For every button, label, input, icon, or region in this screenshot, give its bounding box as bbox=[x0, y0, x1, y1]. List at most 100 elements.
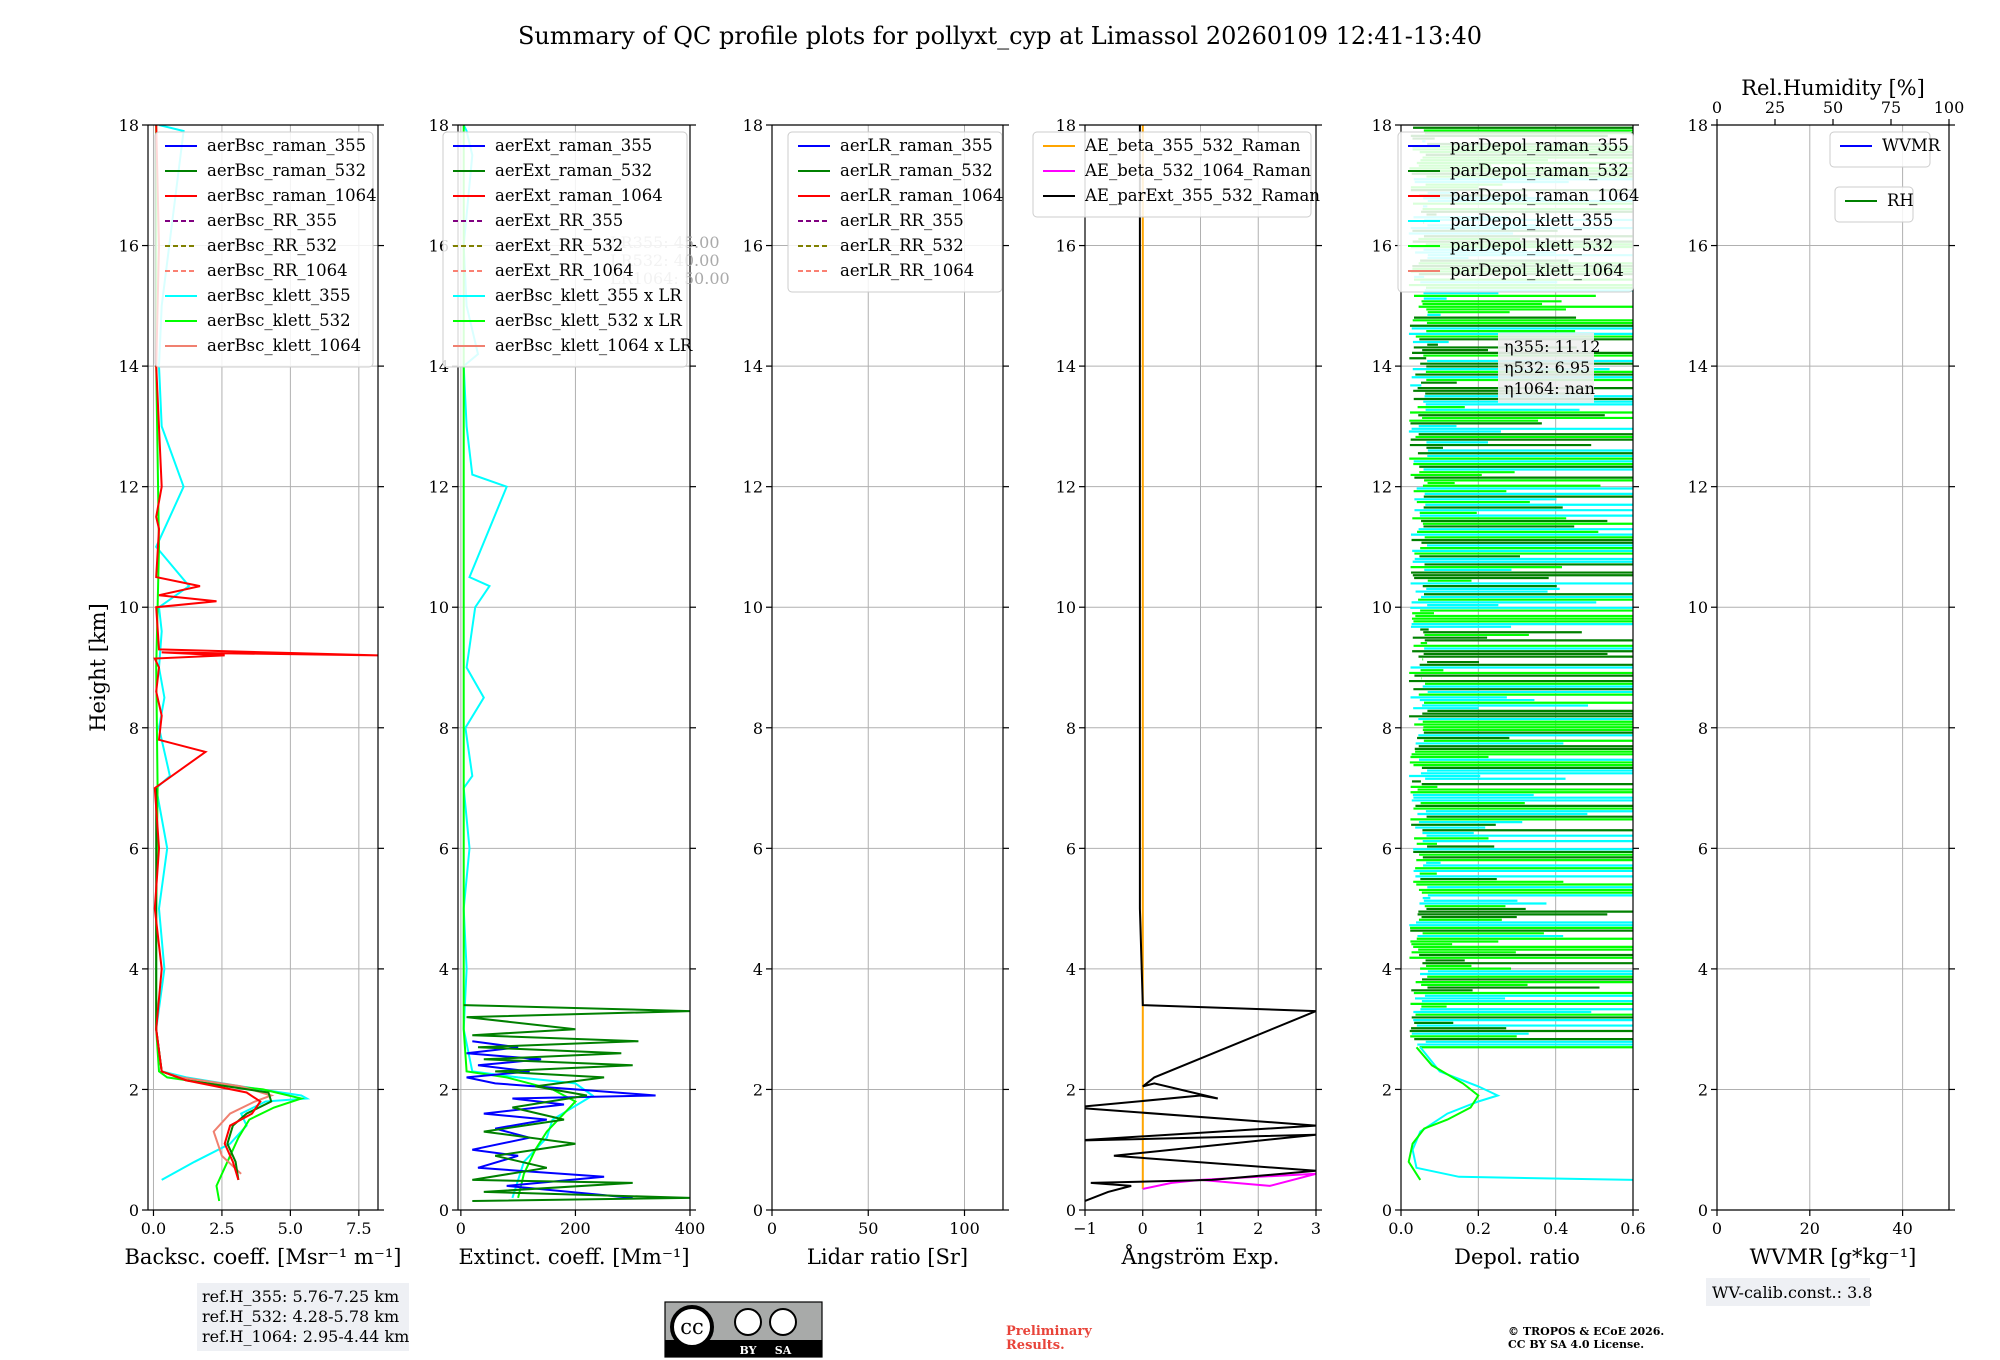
copyright-label: © TROPOS & ECoE 2026. bbox=[1508, 1325, 1664, 1338]
series-group bbox=[153, 125, 378, 1202]
figure-title: Summary of QC profile plots for pollyxt_… bbox=[518, 22, 1482, 50]
y-tick-label: 0 bbox=[753, 1201, 763, 1220]
y-tick-label: 14 bbox=[119, 357, 139, 376]
legend-backscatter: aerBsc_raman_355 aerBsc_raman_532 aerBsc_r… bbox=[154, 131, 377, 368]
x-tick-label: 5.0 bbox=[278, 1219, 303, 1238]
y-tick-label: 12 bbox=[1056, 478, 1076, 497]
legend-label: aerBsc_raman_355 bbox=[207, 136, 366, 155]
preliminary-label: Results. bbox=[1006, 1338, 1065, 1353]
y-tick-label: 16 bbox=[1688, 237, 1708, 256]
legend-label: aerBsc_raman_532 bbox=[207, 161, 366, 180]
y-tick-label: 2 bbox=[1698, 1080, 1708, 1099]
legend-frame bbox=[1829, 131, 1931, 168]
badge-text: BY bbox=[740, 1344, 757, 1357]
y-tick-label: 10 bbox=[119, 598, 139, 617]
x-tick-label: 0 bbox=[456, 1219, 466, 1238]
y-tick-label: 6 bbox=[1066, 839, 1076, 858]
panel-backscatter: 0 2 4 6 8 10 12 14 16 18 0.0 2.5 5.0 7.5 Backsc. coeff… bbox=[86, 116, 401, 1269]
legend-label: aerExt_raman_1064 bbox=[495, 186, 663, 205]
eta-label: η532: 6.95 bbox=[1504, 358, 1590, 377]
y-tick-label: 8 bbox=[753, 719, 763, 738]
copyright-label: CC BY SA 4.0 License. bbox=[1508, 1338, 1644, 1351]
x-tick-label: 3 bbox=[1311, 1219, 1321, 1238]
y-tick-label: 10 bbox=[1372, 598, 1392, 617]
y-tick-label: 6 bbox=[439, 839, 449, 858]
legend-label: AE_beta_355_532_Raman bbox=[1084, 136, 1301, 155]
x-tick-label: 0.0 bbox=[1388, 1219, 1413, 1238]
y-tick-label: 8 bbox=[1698, 719, 1708, 738]
y-tick-label: 14 bbox=[1372, 357, 1392, 376]
y-tick-label: 10 bbox=[1056, 598, 1076, 617]
legend-frame bbox=[154, 131, 374, 368]
y-tick-label: 18 bbox=[1056, 116, 1076, 135]
cc-license-badge: cc BY SA bbox=[664, 1301, 823, 1358]
y-tick-label: 12 bbox=[429, 478, 449, 497]
x-axis-label: Depol. ratio bbox=[1454, 1245, 1580, 1269]
legend-frame bbox=[1834, 186, 1914, 223]
eta-frame bbox=[1498, 333, 1594, 403]
legend2-wvmr: RH bbox=[1834, 186, 1914, 223]
y-tick-label: 2 bbox=[129, 1080, 139, 1099]
series-aerExt_raman_532 bbox=[463, 1004, 690, 1202]
y-tick-label: 0 bbox=[129, 1201, 139, 1220]
panel-depolarization: 0 2 4 6 8 10 12 14 16 18 0.0 0.2 0.4 0.6 Depol. ratio p… bbox=[1372, 116, 1646, 1269]
x-tick-label: 2.5 bbox=[209, 1219, 234, 1238]
series-aerBsc_raman_532 bbox=[155, 788, 273, 1181]
x-tick-label: 200 bbox=[560, 1219, 591, 1238]
y-tick-label: 6 bbox=[1698, 839, 1708, 858]
series-group bbox=[1407, 126, 1633, 1181]
legend-label: parDepol_klett_355 bbox=[1450, 211, 1613, 230]
legend-lidar_ratio: aerLR_raman_355 aerLR_raman_532 aerLR_rama… bbox=[787, 131, 1003, 293]
x-tick-label: 20 bbox=[1800, 1219, 1820, 1238]
x-tick-label: 2 bbox=[1253, 1219, 1263, 1238]
y-tick-label: 8 bbox=[1066, 719, 1076, 738]
y-tick-label: 12 bbox=[1688, 478, 1708, 497]
x-tick-label: 0.0 bbox=[141, 1219, 166, 1238]
legend-label: aerLR_RR_1064 bbox=[840, 261, 974, 280]
legend-label: aerBsc_RR_1064 bbox=[207, 261, 348, 280]
y-tick-label: 16 bbox=[119, 237, 139, 256]
refh-label: ref.H_355: 5.76-7.25 km bbox=[202, 1287, 399, 1306]
x-tick-label: 0.4 bbox=[1543, 1219, 1568, 1238]
top-axis-label: Rel.Humidity [%] bbox=[1741, 76, 1925, 100]
legend-label: aerBsc_RR_355 bbox=[207, 211, 337, 230]
y-tick-label: 6 bbox=[1382, 839, 1392, 858]
legend-label: aerLR_raman_355 bbox=[840, 136, 993, 155]
legend-label: aerBsc_klett_1064 x LR bbox=[495, 336, 693, 355]
x-axis-label: Ångström Exp. bbox=[1121, 1244, 1280, 1269]
legend-label: aerExt_RR_1064 bbox=[495, 261, 634, 280]
series-parDepol_klett_532 bbox=[1407, 1046, 1480, 1181]
series-aerBsc_raman_1064 bbox=[153, 125, 378, 1181]
series-group bbox=[1085, 125, 1316, 1202]
legend-depolarization: parDepol_raman_355 parDepol_raman_532 parD… bbox=[1397, 131, 1639, 293]
preliminary-label: Preliminary bbox=[1006, 1324, 1092, 1339]
by-icon bbox=[734, 1308, 762, 1336]
series-aerBsc_klett_355 bbox=[155, 125, 311, 1181]
x-tick-label: 0.2 bbox=[1466, 1219, 1491, 1238]
legend-label: aerBsc_RR_532 bbox=[207, 236, 337, 255]
x-tick-label: 1 bbox=[1195, 1219, 1205, 1238]
y-tick-label: 18 bbox=[743, 116, 763, 135]
y-tick-label: 12 bbox=[1372, 478, 1392, 497]
y-tick-label: 16 bbox=[1056, 237, 1076, 256]
legend-wvmr: WVMR bbox=[1829, 131, 1941, 168]
y-tick-label: 10 bbox=[1688, 598, 1708, 617]
cc-icon-text: cc bbox=[680, 1315, 704, 1339]
y-tick-label: 0 bbox=[1698, 1201, 1708, 1220]
wv-calib-label: WV-calib.const.: 3.8 bbox=[1712, 1283, 1873, 1302]
legend-label: WVMR bbox=[1882, 136, 1941, 155]
x-tick-label: 0 bbox=[1712, 1219, 1722, 1238]
legend-frame bbox=[1397, 131, 1634, 293]
y-tick-label: 4 bbox=[439, 960, 449, 979]
x-tick-label: 0 bbox=[1138, 1219, 1148, 1238]
legend-frame bbox=[442, 131, 688, 368]
x-tick-label: 40 bbox=[1892, 1219, 1912, 1238]
y-tick-label: 18 bbox=[1688, 116, 1708, 135]
legend-label: aerLR_raman_532 bbox=[840, 161, 993, 180]
eta-label: η1064: nan bbox=[1504, 379, 1595, 398]
